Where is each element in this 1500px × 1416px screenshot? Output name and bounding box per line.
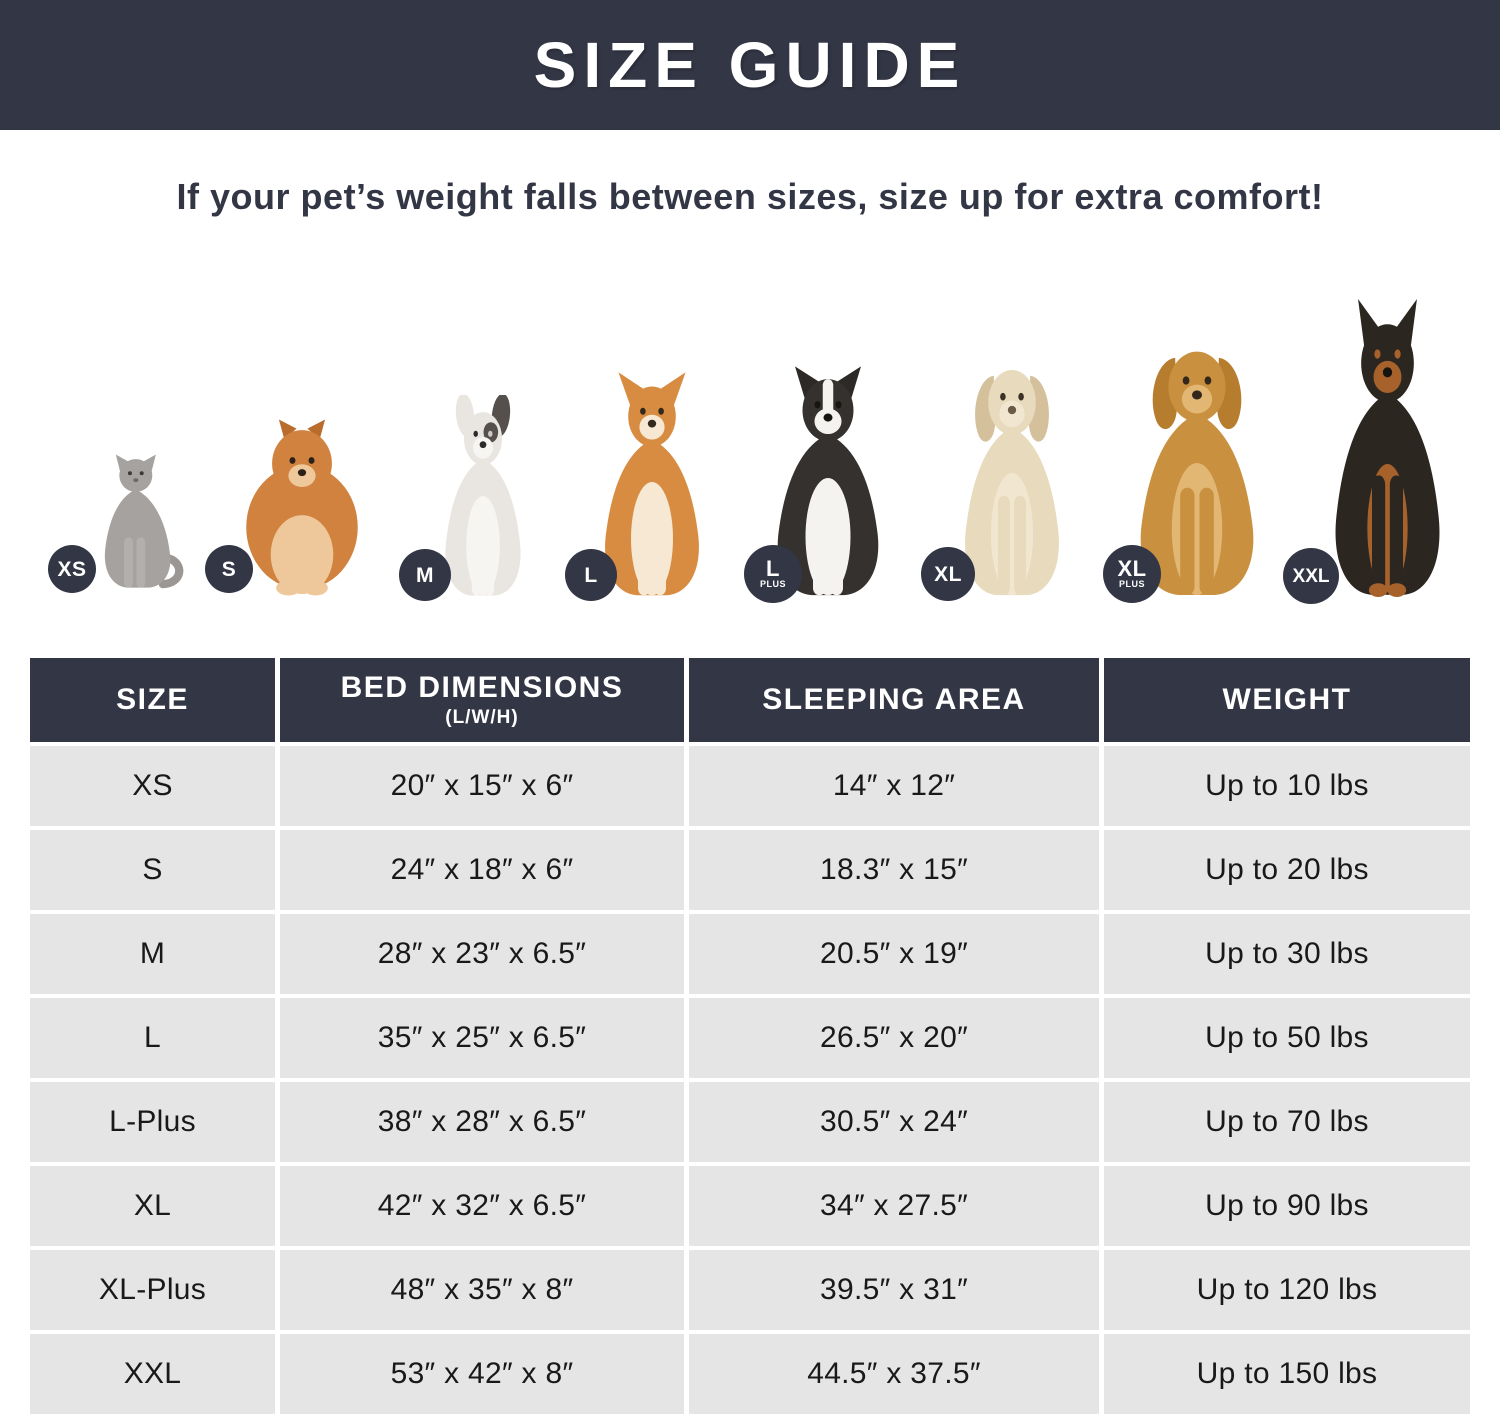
badge-label: XS bbox=[57, 557, 87, 581]
cell-bed: 53″ x 42″ x 8″ bbox=[280, 1334, 684, 1414]
golden-retriever-image bbox=[1140, 351, 1254, 595]
cell-size: XL bbox=[30, 1166, 275, 1246]
cat-image bbox=[104, 454, 184, 589]
cell-weight: Up to 10 lbs bbox=[1104, 746, 1470, 826]
doberman-image bbox=[1335, 299, 1440, 597]
badge-label: M bbox=[416, 563, 434, 587]
cell-bed: 28″ x 23″ x 6.5″ bbox=[280, 914, 684, 994]
cell-size: XL-Plus bbox=[30, 1250, 275, 1330]
cell-sleeping: 39.5″ x 31″ bbox=[689, 1250, 1099, 1330]
pomeranian-image bbox=[246, 419, 358, 596]
badge-label: XL bbox=[934, 562, 962, 586]
cell-size: M bbox=[30, 914, 275, 994]
cell-size: L bbox=[30, 998, 275, 1078]
size-badge-xs: XS bbox=[48, 545, 96, 593]
size-badge-l: L bbox=[565, 549, 617, 601]
cell-size: XS bbox=[30, 746, 275, 826]
cell-sleeping: 44.5″ x 37.5″ bbox=[689, 1334, 1099, 1414]
animal-french-bulldog bbox=[427, 395, 539, 597]
pet-size-lineup: XS S M L L PLUS XL XL PLUS XXL bbox=[0, 295, 1500, 604]
animal-pomeranian bbox=[234, 415, 370, 597]
col-header-weight-label: WEIGHT bbox=[1222, 683, 1352, 716]
col-header-sleeping-area: SLEEPING AREA bbox=[689, 658, 1099, 742]
cell-bed: 24″ x 18″ x 6″ bbox=[280, 830, 684, 910]
badge-label: XL bbox=[1117, 556, 1147, 581]
cell-sleeping: 20.5″ x 19″ bbox=[689, 914, 1099, 994]
cell-weight: Up to 20 lbs bbox=[1104, 830, 1470, 910]
cell-sleeping: 30.5″ x 24″ bbox=[689, 1082, 1099, 1162]
col-header-weight: WEIGHT bbox=[1104, 658, 1470, 742]
cell-bed: 42″ x 32″ x 6.5″ bbox=[280, 1166, 684, 1246]
cell-size: S bbox=[30, 830, 275, 910]
col-header-sleeping-label: SLEEPING AREA bbox=[762, 683, 1026, 716]
labrador-image bbox=[965, 369, 1059, 596]
cell-bed: 48″ x 35″ x 8″ bbox=[280, 1250, 684, 1330]
size-badge-s: S bbox=[205, 545, 253, 593]
cell-bed: 35″ x 25″ x 6.5″ bbox=[280, 998, 684, 1078]
col-header-size-label: SIZE bbox=[116, 683, 189, 716]
cell-sleeping: 34″ x 27.5″ bbox=[689, 1166, 1099, 1246]
size-badge-xl: XL bbox=[921, 547, 975, 601]
badge-label: XXL bbox=[1292, 565, 1330, 587]
size-badge-xl-plus: XL PLUS bbox=[1103, 545, 1161, 603]
shiba-inu-image bbox=[605, 372, 699, 596]
badge-sublabel: PLUS bbox=[759, 579, 786, 589]
header-bar: SIZE GUIDE bbox=[0, 0, 1500, 130]
subtitle-text: If your pet’s weight falls between sizes… bbox=[176, 176, 1324, 217]
col-header-bed-sublabel: (L/W/H) bbox=[445, 707, 519, 728]
size-badge-xxl: XXL bbox=[1283, 548, 1339, 604]
page-title: SIZE GUIDE bbox=[533, 29, 967, 101]
cell-weight: Up to 150 lbs bbox=[1104, 1334, 1470, 1414]
col-header-bed-label: BED DIMENSIONS bbox=[340, 671, 624, 704]
animal-labrador bbox=[942, 349, 1082, 597]
size-table: SIZE BED DIMENSIONS (L/W/H) SLEEPING ARE… bbox=[30, 658, 1470, 1414]
badge-label: L bbox=[584, 563, 598, 587]
badge-label: S bbox=[221, 557, 237, 581]
animal-border-collie bbox=[753, 359, 903, 597]
size-badge-l-plus: L PLUS bbox=[744, 545, 802, 603]
cell-sleeping: 26.5″ x 20″ bbox=[689, 998, 1099, 1078]
badge-sublabel: PLUS bbox=[1118, 579, 1145, 589]
cell-sleeping: 18.3″ x 15″ bbox=[689, 830, 1099, 910]
badge-label: L bbox=[766, 556, 780, 581]
cell-size: L-Plus bbox=[30, 1082, 275, 1162]
cell-weight: Up to 70 lbs bbox=[1104, 1082, 1470, 1162]
animal-cat bbox=[84, 451, 190, 597]
border-collie-image bbox=[777, 366, 879, 596]
animal-doberman bbox=[1310, 299, 1465, 597]
cell-size: XXL bbox=[30, 1334, 275, 1414]
cell-weight: Up to 90 lbs bbox=[1104, 1166, 1470, 1246]
cell-bed: 38″ x 28″ x 6.5″ bbox=[280, 1082, 684, 1162]
animal-shiba-inu bbox=[582, 367, 722, 597]
size-badge-m: M bbox=[399, 549, 451, 601]
col-header-size: SIZE bbox=[30, 658, 275, 742]
animal-golden-retriever bbox=[1113, 329, 1281, 597]
cell-weight: Up to 30 lbs bbox=[1104, 914, 1470, 994]
french-bulldog-image bbox=[445, 395, 521, 596]
cell-weight: Up to 120 lbs bbox=[1104, 1250, 1470, 1330]
col-header-bed-dimensions: BED DIMENSIONS (L/W/H) bbox=[280, 658, 684, 742]
cell-bed: 20″ x 15″ x 6″ bbox=[280, 746, 684, 826]
cell-weight: Up to 50 lbs bbox=[1104, 998, 1470, 1078]
cell-sleeping: 14″ x 12″ bbox=[689, 746, 1099, 826]
